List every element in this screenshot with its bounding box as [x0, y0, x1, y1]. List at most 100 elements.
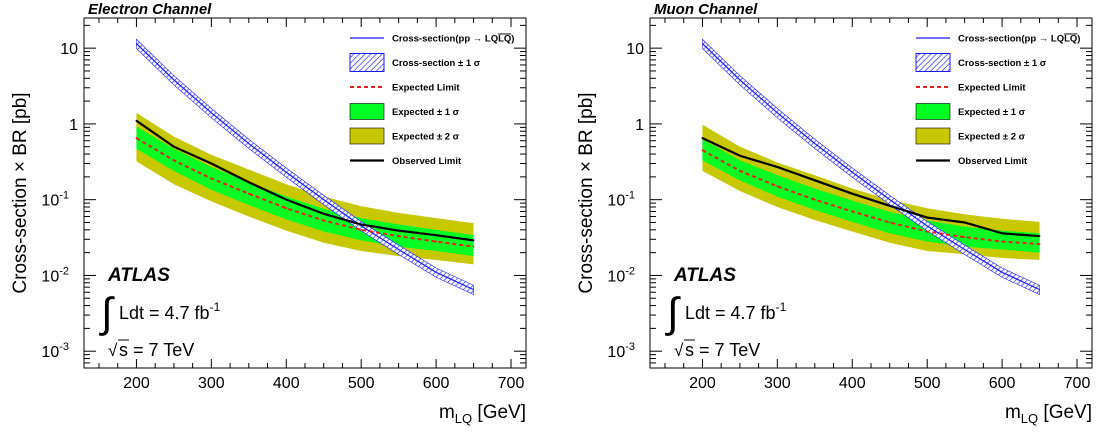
x-tick-label: 700 — [1064, 375, 1091, 392]
integral-sign: ∫ — [99, 289, 115, 336]
observed-point — [776, 166, 779, 168]
x-tick-label: 400 — [839, 375, 866, 392]
x-tick-label: 300 — [198, 375, 225, 392]
observed-point — [397, 229, 400, 232]
observed-point — [285, 198, 288, 201]
legend-label-text: Observed Limit — [958, 156, 1028, 167]
observed-point — [888, 204, 891, 207]
y-tick-exponent: -1 — [59, 190, 69, 202]
experiment-label: ATLAS — [107, 265, 170, 286]
theory-uncertainty-band — [702, 38, 1040, 296]
luminosity-text: Ldt = 4.7 fb — [119, 303, 210, 323]
legend-label: Expected ± 1 σ — [958, 107, 1026, 118]
x-tick-label: 200 — [689, 375, 716, 392]
legend-label-text: Expected ± 1 σ — [958, 107, 1026, 118]
x-tick-label: 500 — [348, 375, 375, 392]
legend-key-hatch — [349, 53, 385, 72]
legend-label-text: Expected Limit — [958, 83, 1026, 94]
y-tick-base: 10 — [60, 41, 78, 58]
expected-1sigma-band — [136, 126, 474, 257]
observed-point — [360, 223, 363, 226]
expected-point — [701, 149, 704, 152]
expected-point — [1038, 243, 1041, 245]
x-axis-label-main: m — [1005, 402, 1021, 423]
y-tick-label: 10-3 — [41, 341, 69, 361]
y-tick-label: 10-3 — [607, 341, 635, 361]
y-tick-label: 10 — [626, 41, 644, 58]
plot-area — [135, 38, 475, 296]
y-tick-exponent: -2 — [59, 265, 69, 277]
legend-label-overline: LQ — [498, 34, 511, 45]
energy-label: s = 7 TeV — [119, 340, 194, 360]
y-tick-exponent: -2 — [625, 265, 635, 277]
legend-key-hatch — [915, 53, 951, 72]
energy-label: s = 7 TeV — [685, 340, 760, 360]
sqrt-sign: √ — [674, 341, 684, 360]
legend-label: Expected ± 2 σ — [392, 132, 460, 143]
legend-label: Cross-section ± 1 σ — [392, 58, 481, 69]
observed-point — [172, 145, 175, 148]
y-axis-label: Cross-section × BR [pb] — [10, 92, 31, 293]
legend-label-text: Expected Limit — [392, 83, 460, 94]
legend-label-text: Cross-section ± 1 σ — [958, 58, 1047, 69]
theory-cross-section-line — [136, 43, 474, 291]
legend-label: Expected Limit — [392, 83, 460, 94]
x-axis-label-unit: [GeV] — [472, 402, 526, 423]
observed-point — [210, 162, 213, 165]
legend-label-text: Expected ± 2 σ — [392, 132, 460, 143]
observed-point — [247, 181, 250, 184]
observed-point — [963, 221, 966, 224]
expected-point — [888, 221, 891, 224]
observed-point — [926, 216, 929, 219]
expected-limit-line — [135, 137, 474, 248]
legend-label: Cross-section ± 1 σ — [958, 58, 1047, 69]
x-tick-label: 300 — [764, 375, 791, 392]
y-tick-label: 10-2 — [607, 265, 635, 285]
x-tick-label: 600 — [423, 375, 450, 392]
legend-label-text: Cross-section ± 1 σ — [392, 58, 481, 69]
legend-label: Observed Limit — [958, 156, 1028, 167]
x-axis-label-subscript: LQ — [1021, 411, 1038, 426]
legend-key-band2 — [349, 127, 385, 145]
x-tick-label: 600 — [989, 375, 1016, 392]
y-tick-base: 1 — [635, 117, 644, 134]
theory-uncertainty-band — [136, 38, 474, 296]
expected-point — [285, 207, 288, 210]
y-tick-label: 10-1 — [607, 190, 635, 210]
legend-key-band1 — [915, 103, 951, 120]
expected-1sigma-band — [702, 139, 1040, 253]
legend-label: Expected ± 2 σ — [958, 132, 1026, 143]
sqrt-sign: √ — [108, 341, 118, 360]
plot-area — [701, 38, 1041, 296]
y-tick-base: 10 — [41, 344, 59, 361]
y-axis-label: Cross-section × BR [pb] — [576, 92, 597, 293]
y-tick-label: 10-1 — [41, 190, 69, 210]
expected-point — [322, 219, 325, 222]
legend-label-text: Expected ± 1 σ — [392, 107, 460, 118]
legend-label-text: Cross-section(pp → LQ — [958, 34, 1064, 45]
x-axis-label-subscript: LQ — [455, 411, 472, 426]
legend-label-text: Observed Limit — [392, 156, 462, 167]
observed-limit-line — [135, 119, 474, 242]
x-tick-label: 700 — [498, 375, 525, 392]
expected-limit-line — [701, 149, 1040, 245]
y-tick-label: 10-2 — [41, 265, 69, 285]
legend-key-band1 — [349, 103, 385, 120]
observed-point — [135, 119, 138, 122]
x-tick-label: 200 — [123, 375, 150, 392]
x-tick-label: 500 — [914, 375, 941, 392]
chart-title: Muon Channel — [654, 1, 758, 18]
observed-limit-line — [701, 137, 1040, 238]
theory-cross-section-line — [702, 43, 1040, 291]
legend-label: Observed Limit — [392, 156, 462, 167]
legend-label: Expected ± 1 σ — [392, 107, 460, 118]
luminosity-label: Ldt = 4.7 fb-1 — [685, 300, 787, 323]
y-tick-base: 10 — [607, 268, 625, 285]
luminosity-text: Ldt = 4.7 fb — [685, 303, 776, 323]
chart-panel-1: 200 300 400 500 600 70010110-110-210-3Electro… — [10, 1, 527, 426]
observed-point — [813, 179, 816, 182]
expected-point — [135, 137, 138, 139]
y-tick-exponent: -3 — [625, 341, 635, 353]
